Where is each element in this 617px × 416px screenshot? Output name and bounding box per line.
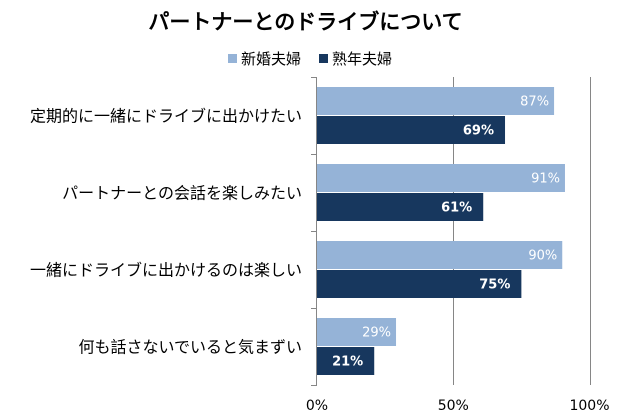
category-label: 何も話さないでいると気まずい	[78, 338, 302, 357]
data-label: 61%	[441, 201, 472, 216]
legend-item: 熟年夫婦	[319, 48, 392, 69]
data-label: 91%	[531, 172, 560, 187]
bar-series-2	[317, 270, 522, 298]
legend-swatch	[228, 53, 237, 63]
bar-series-1	[317, 87, 555, 115]
bar-series-1	[317, 164, 565, 192]
data-label: 75%	[479, 278, 510, 293]
bar-series-1	[317, 241, 563, 269]
data-label: 87%	[520, 95, 549, 110]
data-label: 90%	[528, 249, 557, 264]
bar-series-2	[317, 116, 506, 144]
legend-item: 新婚夫婦	[228, 48, 301, 69]
x-tick-label: 0%	[306, 398, 328, 414]
chart-title: パートナーとのドライブについて	[148, 10, 463, 34]
data-label: 21%	[332, 355, 363, 370]
category-label: 定期的に一緒にドライブに出かけたい	[30, 107, 302, 126]
legend: 新婚夫婦 熟年夫婦	[228, 48, 392, 68]
legend-label: 熟年夫婦	[332, 49, 393, 68]
category-label: パートナーとの会話を楽しみたい	[62, 184, 302, 203]
legend-swatch	[319, 53, 329, 63]
x-tick-label: 100%	[569, 398, 609, 414]
data-label: 29%	[362, 326, 391, 341]
category-label: 一緒にドライブに出かけるのは楽しい	[30, 261, 302, 280]
bar-series-1	[317, 318, 397, 346]
data-label: 69%	[463, 124, 494, 139]
legend-label: 新婚夫婦	[241, 49, 302, 68]
bar-series-2	[317, 193, 484, 221]
x-tick-label: 50%	[438, 398, 469, 414]
bar-series-2	[317, 347, 375, 375]
